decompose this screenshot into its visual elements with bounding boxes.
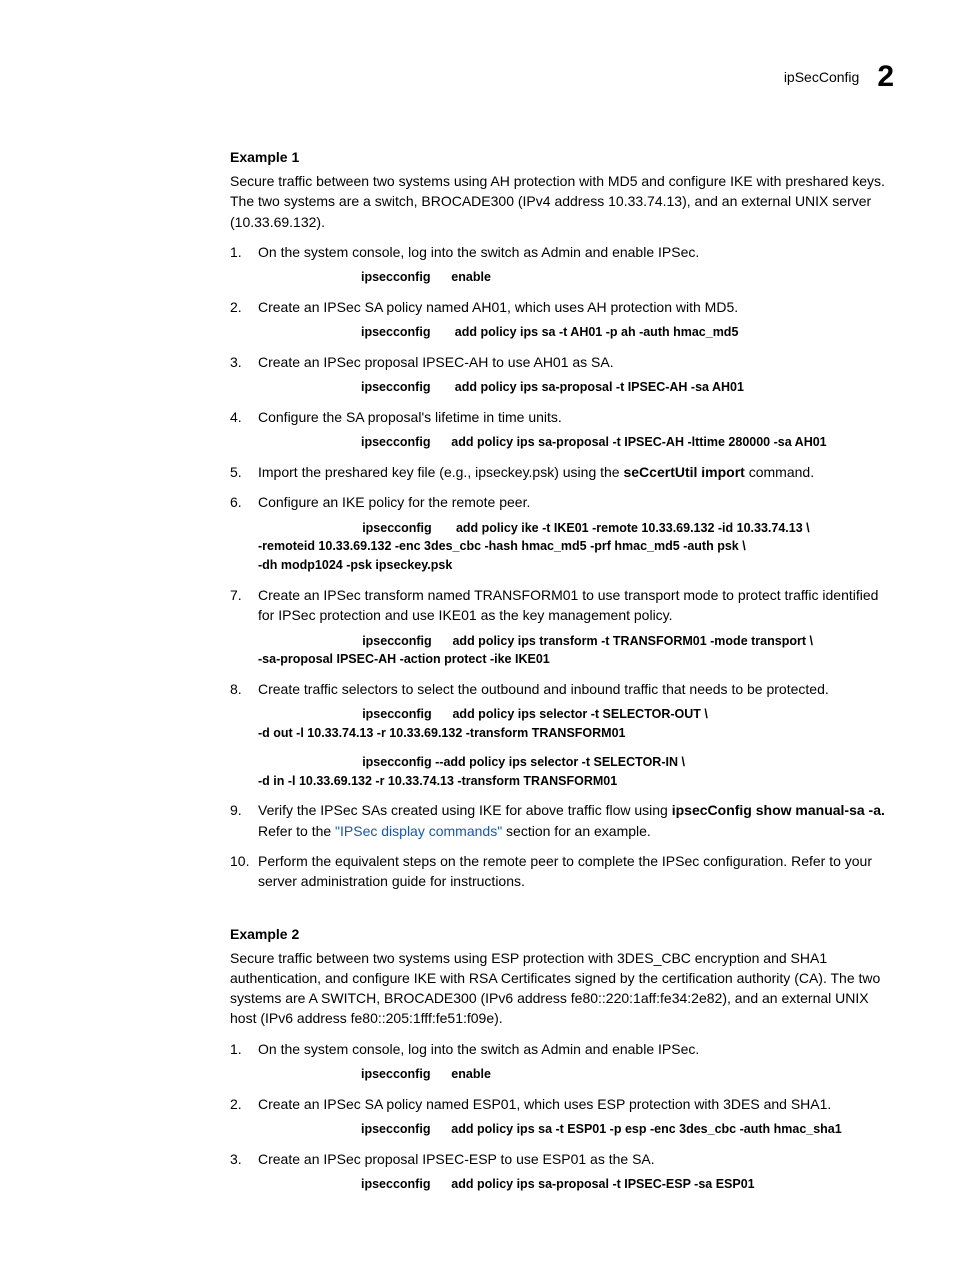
cmd-line: ipsecconfig add policy ips selector -t S… — [258, 707, 708, 721]
step-text: Verify the IPSec SAs created using IKE f… — [258, 802, 672, 818]
cmd-line: ipsecconfig add policy ips transform -t … — [258, 634, 813, 648]
command-block: ipsecconfig add policy ips sa-proposal -… — [361, 1175, 894, 1194]
chapter-number: 2 — [877, 60, 894, 94]
content: Example 1 Secure traffic between two sys… — [230, 149, 894, 1194]
step-text: On the system console, log into the swit… — [258, 1041, 699, 1057]
list-item: On the system console, log into the swit… — [230, 1039, 894, 1084]
cmd-line: ipsecconfig --add policy ips selector -t… — [258, 755, 685, 769]
command-block: ipsecconfig add policy ips sa -t AH01 -p… — [361, 323, 894, 342]
step-text: Refer to the — [258, 823, 335, 839]
example1-title: Example 1 — [230, 149, 894, 165]
step-text: Configure an IKE policy for the remote p… — [258, 494, 530, 510]
inline-bold: ipsecConfig show manual-sa -a. — [672, 802, 885, 818]
ipsec-display-link[interactable]: "IPSec display commands" — [335, 823, 502, 839]
list-item: Configure an IKE policy for the remote p… — [230, 492, 894, 575]
example2-intro: Secure traffic between two systems using… — [230, 948, 894, 1029]
command-block: ipsecconfig add policy ips transform -t … — [258, 632, 894, 670]
list-item: Import the preshared key file (e.g., ips… — [230, 462, 894, 482]
step-text: section for an example. — [502, 823, 651, 839]
step-text: Perform the equivalent steps on the remo… — [258, 853, 872, 889]
step-text: Configure the SA proposal's lifetime in … — [258, 409, 562, 425]
step-text: Create an IPSec SA policy named AH01, wh… — [258, 299, 738, 315]
command-block: ipsecconfig add policy ips selector -t S… — [258, 705, 894, 743]
step-text: Create traffic selectors to select the o… — [258, 681, 829, 697]
command-block: ipsecconfig add policy ips sa -t ESP01 -… — [361, 1120, 894, 1139]
list-item: Verify the IPSec SAs created using IKE f… — [230, 800, 894, 841]
command-block: ipsecconfig add policy ips sa-proposal -… — [361, 378, 894, 397]
list-item: Create an IPSec proposal IPSEC-ESP to us… — [230, 1149, 894, 1194]
inline-bold: seCcertUtil import — [623, 464, 744, 480]
step-text: Create an IPSec SA policy named ESP01, w… — [258, 1096, 831, 1112]
step-text: Import the preshared key file (e.g., ips… — [258, 464, 623, 480]
list-item: Create traffic selectors to select the o… — [230, 679, 894, 790]
cmd-line: -d in -l 10.33.69.132 -r 10.33.74.13 -tr… — [258, 774, 617, 788]
command-block: ipsecconfig enable — [361, 1065, 894, 1084]
list-item: Create an IPSec SA policy named AH01, wh… — [230, 297, 894, 342]
list-item: Create an IPSec transform named TRANSFOR… — [230, 585, 894, 669]
cmd-line: -remoteid 10.33.69.132 -enc 3des_cbc -ha… — [258, 539, 746, 572]
step-text: Create an IPSec proposal IPSEC-AH to use… — [258, 354, 614, 370]
page: ipSecConfig 2 Example 1 Secure traffic b… — [0, 0, 954, 1264]
command-block: ipsecconfig --add policy ips selector -t… — [258, 753, 894, 791]
command-block: ipsecconfig add policy ips sa-proposal -… — [361, 433, 894, 452]
command-block: ipsecconfig add policy ike -t IKE01 -rem… — [258, 519, 894, 575]
example2-list: On the system console, log into the swit… — [230, 1039, 894, 1194]
spacer — [230, 902, 894, 926]
step-text: Create an IPSec transform named TRANSFOR… — [258, 587, 878, 623]
example1-list: On the system console, log into the swit… — [230, 242, 894, 892]
cmd-line: -d out -l 10.33.74.13 -r 10.33.69.132 -t… — [258, 726, 626, 740]
step-text: Create an IPSec proposal IPSEC-ESP to us… — [258, 1151, 655, 1167]
example2-title: Example 2 — [230, 926, 894, 942]
list-item: Configure the SA proposal's lifetime in … — [230, 407, 894, 452]
step-text: command. — [745, 464, 814, 480]
cmd-line: ipsecconfig add policy ike -t IKE01 -rem… — [258, 521, 810, 535]
list-item: Create an IPSec proposal IPSEC-AH to use… — [230, 352, 894, 397]
list-item: On the system console, log into the swit… — [230, 242, 894, 287]
step-text: On the system console, log into the swit… — [258, 244, 699, 260]
page-header: ipSecConfig 2 — [60, 60, 894, 94]
example1-intro: Secure traffic between two systems using… — [230, 171, 894, 232]
list-item: Create an IPSec SA policy named ESP01, w… — [230, 1094, 894, 1139]
cmd-line: -sa-proposal IPSEC-AH -action protect -i… — [258, 652, 550, 666]
command-block: ipsecconfig enable — [361, 268, 894, 287]
header-label: ipSecConfig — [784, 69, 860, 85]
list-item: Perform the equivalent steps on the remo… — [230, 851, 894, 892]
